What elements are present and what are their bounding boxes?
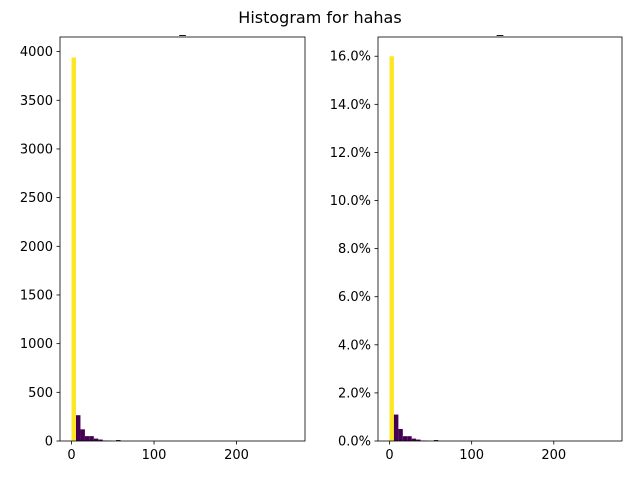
- left-histogram-bar-6: [98, 439, 103, 441]
- left-y-tick-label: 0: [45, 435, 53, 450]
- right-histogram-bar-0: [389, 56, 394, 442]
- right-histogram-bar-5: [411, 438, 417, 441]
- right-y-tick-label: 10.0%: [330, 194, 371, 209]
- left-y-tick-label: 2000: [20, 240, 53, 255]
- left-histogram-bar-4: [89, 436, 94, 441]
- right-histogram-bar-4: [407, 436, 412, 441]
- left-histogram-bar-5: [93, 438, 99, 441]
- right-histogram-panel: 0.0% 2.0% 4.0% 6.0% 8.0% 10.0% 12.0% 14.0% 16.0%…: [330, 22, 623, 463]
- right-histogram-bar-9: [433, 440, 439, 441]
- right-y-tick-label: 0.0%: [338, 435, 371, 450]
- right-y-tick-label: 4.0%: [338, 338, 371, 353]
- right-histogram-bar-1: [393, 414, 399, 441]
- left-y-tick-label: 3500: [20, 94, 53, 109]
- left-y-tick-label: 1000: [20, 337, 53, 352]
- right-x-tick-label: 0: [385, 448, 393, 463]
- left-x-tick-label: 0: [67, 448, 75, 463]
- left-y-tick-label: 1500: [20, 288, 53, 303]
- left-x-tick-label: 200: [224, 448, 249, 463]
- right-histogram-bar-2: [398, 428, 403, 441]
- right-axes-frame: [377, 36, 623, 442]
- left-axes-frame: [59, 36, 306, 442]
- left-subplot-title: _: [178, 22, 186, 37]
- left-y-tick-label: 3000: [20, 142, 53, 157]
- right-subplot-title: _: [496, 22, 504, 37]
- right-y-tick-label: 14.0%: [330, 98, 371, 113]
- left-histogram-panel: 0 500 1000 1500 2000 2500 3000 3500 4000 0 100 200 _: [20, 22, 306, 463]
- left-x-tick-label: 100: [142, 448, 167, 463]
- right-y-tick-label: 16.0%: [330, 50, 371, 65]
- right-y-tick-label: 6.0%: [338, 290, 371, 305]
- right-histogram-bar-6: [416, 439, 421, 441]
- right-x-tick-label: 200: [541, 448, 566, 463]
- right-y-tick-label: 2.0%: [338, 386, 371, 401]
- left-histogram-bar-9: [116, 440, 121, 441]
- right-y-tick-label: 12.0%: [330, 146, 371, 161]
- left-y-tick-label: 2500: [20, 191, 53, 206]
- left-histogram-bar-2: [80, 429, 85, 441]
- figure-title: Histogram for hahas: [238, 8, 402, 27]
- left-histogram-bar-0: [71, 57, 76, 441]
- left-y-tick-label: 4000: [20, 45, 53, 60]
- right-x-tick-label: 100: [459, 448, 484, 463]
- left-y-tick-label: 500: [28, 386, 53, 401]
- left-histogram-bar-3: [84, 436, 90, 441]
- left-histogram-bar-1: [76, 415, 81, 441]
- right-histogram-bar-3: [402, 436, 408, 441]
- right-y-tick-label: 8.0%: [338, 242, 371, 257]
